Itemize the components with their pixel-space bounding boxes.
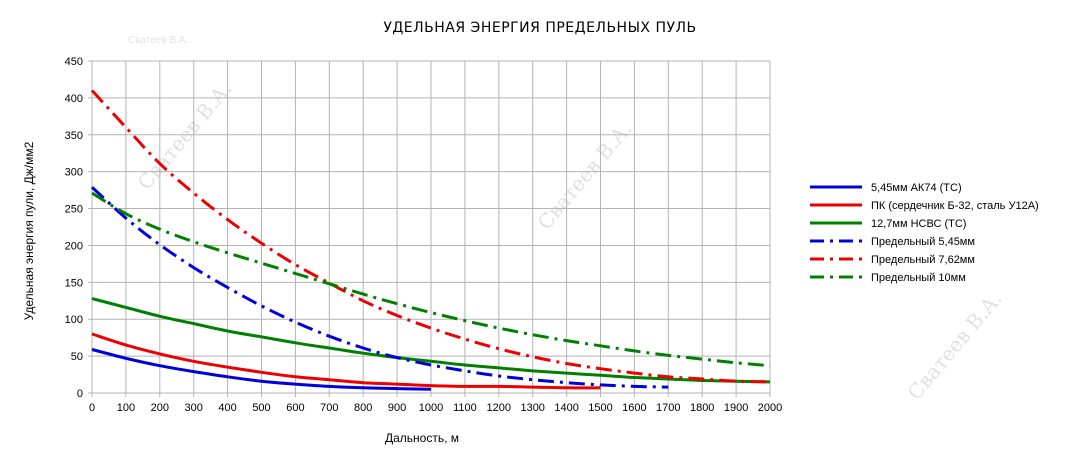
x-tick-label: 1000 xyxy=(419,402,443,414)
x-tick-label: 1100 xyxy=(453,402,477,414)
series-line-1 xyxy=(91,348,432,391)
x-axis-label: Дальность, м xyxy=(385,431,459,445)
legend-label-2: ПК (сердечник Б-32, сталь У12А) xyxy=(871,200,1039,212)
x-tick-label: 300 xyxy=(185,402,203,414)
x-tick-label: 600 xyxy=(286,402,304,414)
legend-label-4: Предельный 5,45мм xyxy=(871,236,975,248)
x-tick-label: 2000 xyxy=(758,402,782,414)
legend-label-3: 12,7мм НСВС (ТС) xyxy=(871,218,966,230)
x-tick-label: 900 xyxy=(388,402,406,414)
y-tick-label: 200 xyxy=(65,240,83,252)
x-tick-label: 700 xyxy=(320,402,338,414)
x-axis-ticks: 0 100 200 300 400 500 600 700 800 900 1000 1100 1200… xyxy=(89,393,782,414)
legend: 5,45мм АК74 (ТС) ПК (сердечник Б-32, стал… xyxy=(810,182,1039,284)
x-tick-label: 1500 xyxy=(588,402,612,414)
y-tick-label: 300 xyxy=(65,167,83,179)
y-tick-label: 50 xyxy=(71,351,83,363)
x-tick-label: 100 xyxy=(117,402,135,414)
series-line-6 xyxy=(91,191,771,368)
legend-label-1: 5,45мм АК74 (ТС) xyxy=(871,182,962,194)
x-tick-label: 1200 xyxy=(487,402,511,414)
x-tick-label: 1800 xyxy=(690,402,714,414)
watermark-text: Сватеев В.А. xyxy=(128,35,188,46)
legend-label-5: Предельный 7,62мм xyxy=(871,254,975,266)
x-tick-label: 500 xyxy=(252,402,270,414)
x-tick-label: 800 xyxy=(354,402,372,414)
x-tick-label: 1700 xyxy=(656,402,680,414)
series-line-4 xyxy=(90,186,669,389)
y-tick-label: 150 xyxy=(65,277,83,289)
series-line-5 xyxy=(90,89,771,384)
y-tick-label: 450 xyxy=(65,56,83,68)
y-axis-label: Удельная энергия пули, Дж/мм2 xyxy=(22,141,36,320)
y-axis-ticks: 0 50 100 150 200 250 300 350 400 450 xyxy=(65,56,92,400)
legend-label-6: Предельный 10мм xyxy=(871,272,966,284)
series-line-3 xyxy=(91,297,771,384)
x-tick-label: 1300 xyxy=(520,402,544,414)
series-lines xyxy=(90,89,771,391)
x-tick-label: 0 xyxy=(89,402,95,414)
x-tick-label: 400 xyxy=(218,402,236,414)
x-tick-label: 1600 xyxy=(622,402,646,414)
x-tick-label: 1400 xyxy=(554,402,578,414)
series-line-2 xyxy=(91,332,601,390)
x-tick-label: 200 xyxy=(151,402,169,414)
y-tick-label: 400 xyxy=(65,93,83,105)
y-tick-label: 100 xyxy=(65,314,83,326)
y-tick-label: 250 xyxy=(65,204,83,216)
y-tick-label: 0 xyxy=(77,388,83,400)
grid xyxy=(91,60,771,394)
chart-title: УДЕЛЬНАЯ ЭНЕРГИЯ ПРЕДЕЛЬНЫХ ПУЛЬ xyxy=(383,20,696,36)
y-tick-label: 350 xyxy=(65,130,83,142)
x-tick-label: 1900 xyxy=(724,402,748,414)
